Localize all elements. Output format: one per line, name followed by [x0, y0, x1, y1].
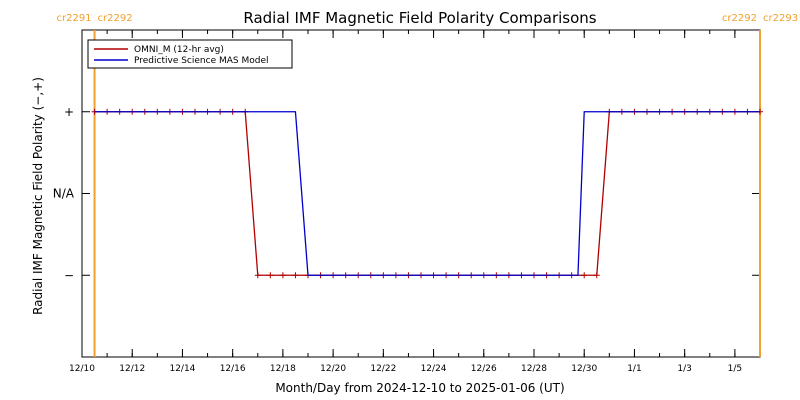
- data-series: [91, 108, 763, 279]
- x-axis-ticks: 12/10 12/12 12/14 12/16 12/18 12/20 12/22 12/24…: [69, 30, 761, 374]
- legend-entry: Predictive Science MAS Model: [134, 56, 269, 66]
- y-axis-label: Radial IMF Magnetic Field Polarity (−,+): [31, 77, 45, 315]
- omni-data-point: [279, 272, 286, 279]
- carrington-label-right: cr2292: [98, 13, 133, 24]
- x-axis-label: Month/Day from 2024-12-10 to 2025-01-06 …: [275, 381, 564, 395]
- x-tick-label: 1/5: [728, 364, 742, 374]
- carrington-markers: cr2291 cr2292 cr2292 cr2293: [56, 13, 798, 357]
- x-tick-label: 12/16: [220, 364, 246, 374]
- x-tick-label: 12/14: [169, 364, 195, 374]
- legend: OMNI_M (12-hr avg)Predictive Science MAS…: [87, 39, 293, 69]
- omni-data-point: [292, 272, 299, 279]
- omni-data-point: [267, 272, 274, 279]
- x-tick-label: 12/12: [119, 364, 145, 374]
- x-tick-label: 12/28: [521, 364, 547, 374]
- y-tick-label: −: [64, 268, 74, 282]
- mas-model-series-line: [94, 111, 760, 276]
- x-tick-label: 12/24: [421, 364, 447, 374]
- x-tick-label: 12/30: [571, 364, 597, 374]
- x-tick-label: 12/26: [471, 364, 497, 374]
- y-axis-ticks: + N/A −: [53, 105, 760, 282]
- carrington-label-left: cr2291: [56, 13, 91, 24]
- omni-series-line: [94, 111, 760, 276]
- omni-data-point: [254, 272, 261, 279]
- legend-entry: OMNI_M (12-hr avg): [134, 45, 224, 55]
- carrington-label-left: cr2292: [722, 13, 757, 24]
- y-tick-label: +: [64, 105, 74, 119]
- x-tick-label: 12/20: [320, 364, 346, 374]
- x-tick-label: 12/10: [69, 364, 95, 374]
- carrington-label-right: cr2293: [763, 13, 798, 24]
- chart-title: Radial IMF Magnetic Field Polarity Compa…: [243, 9, 596, 27]
- legend-box: [87, 39, 293, 69]
- x-tick-label: 12/18: [270, 364, 296, 374]
- omni-data-point: [581, 272, 588, 279]
- x-tick-label: 12/22: [370, 364, 396, 374]
- plot-border: [81, 29, 761, 358]
- omni-data-point: [593, 272, 600, 279]
- plot-frame: [81, 29, 761, 358]
- x-tick-label: 1/3: [677, 364, 691, 374]
- y-tick-label: N/A: [53, 187, 75, 201]
- x-tick-label: 1/1: [627, 364, 641, 374]
